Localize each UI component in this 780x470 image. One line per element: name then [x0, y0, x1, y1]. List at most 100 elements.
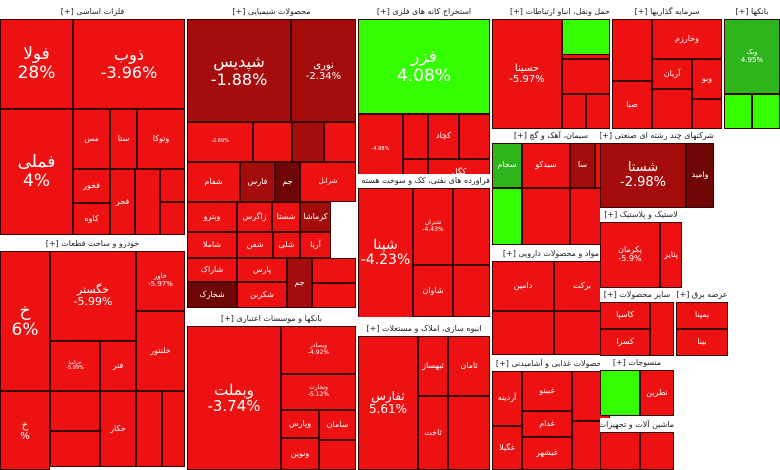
stock-tile[interactable]: وخارزم: [652, 19, 722, 59]
stock-tile[interactable]: ثفارس 5.61%: [358, 336, 418, 470]
stock-tile[interactable]: [562, 19, 610, 55]
stock-tile[interactable]: غگیلا: [492, 426, 522, 470]
stock-tile[interactable]: پارس: [237, 258, 287, 282]
stock-tile[interactable]: [522, 188, 570, 245]
stock-tile[interactable]: دامین: [492, 261, 554, 311]
stock-tile[interactable]: [640, 432, 674, 470]
stock-tile[interactable]: حسینا -5.97%: [492, 19, 562, 129]
stock-tile[interactable]: شستا: [272, 202, 300, 232]
stock-tile[interactable]: [50, 431, 100, 467]
stock-tile[interactable]: [600, 370, 640, 416]
sector-header[interactable]: فراورده های نفتی، کک و سوخت هسته ای [+]: [358, 174, 490, 187]
stock-tile[interactable]: پکرمان -5.9%: [600, 222, 660, 288]
stock-tile[interactable]: [586, 94, 610, 129]
stock-tile[interactable]: [160, 202, 185, 235]
stock-tile[interactable]: خگستر -5.99%: [50, 251, 136, 341]
stock-tile[interactable]: خلنتور: [136, 311, 185, 391]
stock-tile[interactable]: [562, 59, 610, 94]
sector-header[interactable]: محصولات غذایی و آشامیدنی [+]: [492, 357, 610, 370]
stock-tile[interactable]: وبصادر -4.92%: [281, 326, 356, 374]
sector-header[interactable]: شرکتهای چند رشته ای صنعتی [+]: [600, 129, 714, 142]
sector-header[interactable]: فلزات اساسی [+]: [0, 5, 185, 18]
stock-tile[interactable]: [453, 265, 490, 317]
stock-tile[interactable]: وپارس: [281, 410, 319, 438]
sector-header[interactable]: سیمان، آهک و گچ [+]: [492, 129, 610, 142]
stock-tile[interactable]: [562, 94, 586, 129]
stock-tile[interactable]: نوری -2.34%: [291, 19, 356, 122]
stock-tile[interactable]: کچاد: [428, 114, 459, 159]
stock-tile[interactable]: شلی: [273, 232, 300, 258]
sector-header[interactable]: بانکها [+]: [724, 5, 780, 18]
stock-tile[interactable]: شرانل: [300, 162, 356, 202]
stock-tile[interactable]: وبملت -3.74%: [187, 326, 281, 470]
stock-tile[interactable]: فزر 4.08%: [358, 19, 490, 114]
stock-tile[interactable]: [50, 391, 100, 431]
stock-tile[interactable]: بمپنا: [676, 302, 728, 329]
stock-tile[interactable]: شاوان: [413, 265, 453, 317]
stock-tile[interactable]: [692, 99, 722, 129]
stock-tile[interactable]: جم: [287, 258, 312, 308]
stock-tile[interactable]: [312, 258, 356, 283]
sector-header[interactable]: استخراج کانه های فلزی [+]: [358, 5, 490, 18]
stock-tile[interactable]: فخور: [73, 169, 110, 203]
stock-tile[interactable]: شفن: [237, 232, 273, 258]
stock-tile[interactable]: کاوه: [73, 203, 110, 235]
stock-tile[interactable]: وتجارت -5.12%: [281, 374, 356, 410]
stock-tile[interactable]: وامید: [686, 143, 714, 208]
sector-header[interactable]: بانکها و موسسات اعتباری [+]: [187, 312, 356, 325]
stock-tile[interactable]: ثاخت: [418, 396, 448, 470]
stock-tile[interactable]: شفام: [187, 162, 240, 202]
stock-tile[interactable]: وتوکا: [137, 109, 185, 169]
sector-header[interactable]: محصولات شیمیایی [+]: [187, 5, 356, 18]
stock-tile[interactable]: پتایر: [660, 222, 682, 288]
stock-tile[interactable]: کرماشا: [300, 202, 331, 232]
stock-tile[interactable]: کسرا: [600, 329, 650, 356]
stock-tile[interactable]: آردینه: [492, 371, 522, 426]
stock-tile[interactable]: [324, 122, 356, 162]
stock-tile[interactable]: فملی 4%: [0, 109, 73, 235]
stock-tile[interactable]: شخارک: [187, 282, 237, 308]
sector-header[interactable]: حمل ونقل، انبارداری [+]: [562, 5, 610, 18]
stock-tile[interactable]: شپنا -4.23%: [358, 188, 413, 317]
stock-tile[interactable]: شاملا: [187, 232, 237, 258]
stock-tile[interactable]: مس: [73, 109, 110, 169]
stock-tile[interactable]: خکار: [100, 391, 136, 467]
stock-tile[interactable]: ذوب -3.96%: [73, 19, 185, 109]
stock-tile[interactable]: [319, 440, 356, 470]
stock-tile[interactable]: غدام: [522, 411, 572, 437]
sector-header[interactable]: مواد و محصولات دارویی [+]: [492, 247, 610, 260]
stock-tile[interactable]: -2.69%: [187, 122, 253, 162]
stock-tile[interactable]: خاور -5.97%: [136, 251, 185, 311]
stock-tile[interactable]: [752, 94, 780, 129]
stock-tile[interactable]: ثامان: [448, 336, 490, 396]
stock-tile[interactable]: سجام: [492, 143, 522, 188]
stock-tile[interactable]: سا: [570, 143, 595, 188]
stock-tile[interactable]: نطرین: [640, 370, 674, 416]
stock-tile[interactable]: [135, 169, 160, 235]
stock-tile[interactable]: [652, 89, 692, 129]
stock-tile[interactable]: [136, 391, 162, 467]
stock-tile[interactable]: ویترو: [187, 202, 237, 232]
stock-tile[interactable]: وبک 4.95%: [724, 19, 780, 94]
stock-tile[interactable]: [160, 169, 185, 202]
stock-tile[interactable]: [448, 396, 490, 470]
stock-tile[interactable]: غبینو: [522, 371, 572, 411]
stock-tile[interactable]: [612, 19, 652, 81]
stock-tile[interactable]: ثبهساز: [418, 336, 448, 396]
sector-header[interactable]: منسوجات [+]: [600, 356, 674, 369]
stock-tile[interactable]: زاگرس: [237, 202, 272, 232]
stock-tile[interactable]: [459, 114, 490, 159]
stock-tile[interactable]: صبا: [612, 81, 652, 129]
stock-tile[interactable]: سامان: [319, 410, 356, 440]
stock-tile[interactable]: [162, 391, 185, 467]
sector-header[interactable]: عرضه برق [+]: [676, 288, 728, 301]
stock-tile[interactable]: [312, 283, 356, 308]
stock-tile[interactable]: شستا -2.98%: [600, 143, 686, 208]
sector-header[interactable]: خودرو و ساخت قطعات [+]: [0, 237, 185, 250]
stock-tile[interactable]: [492, 311, 554, 355]
stock-tile[interactable]: فولا 28%: [0, 19, 73, 109]
stock-tile[interactable]: فارس: [240, 162, 275, 202]
stock-tile[interactable]: شکربن: [237, 282, 287, 308]
stock-tile[interactable]: [253, 122, 292, 162]
stock-tile[interactable]: شپدیس -1.88%: [187, 19, 291, 122]
